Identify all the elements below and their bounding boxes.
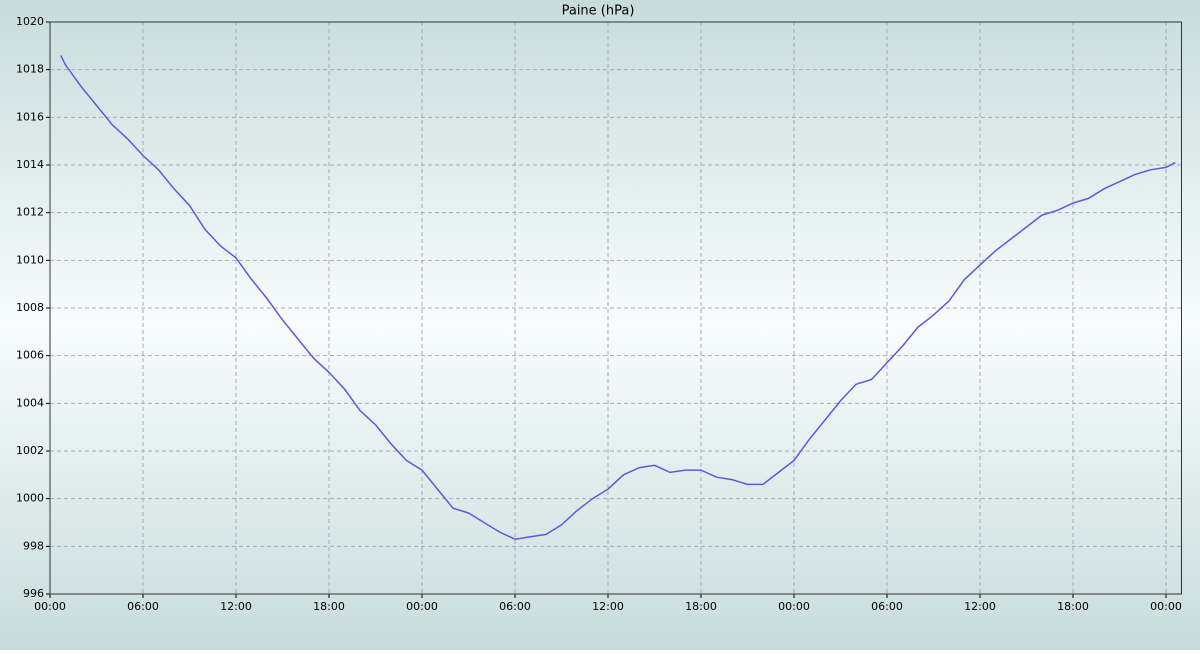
x-tick-label: 00:00: [34, 600, 66, 613]
y-tick-label: 1018: [16, 63, 44, 76]
data-line: [60, 55, 1176, 540]
x-tick-label: 18:00: [685, 600, 717, 613]
y-tick-label: 1012: [16, 206, 44, 219]
y-tick-label: 1016: [16, 110, 44, 123]
x-tick-label: 00:00: [406, 600, 438, 613]
x-tick-label: 00:00: [1150, 600, 1182, 613]
y-tick-label: 1006: [16, 349, 44, 362]
x-tick-label: 00:00: [778, 600, 810, 613]
y-tick-label: 1004: [16, 396, 44, 409]
x-tick-label: 18:00: [313, 600, 345, 613]
y-tick-label: 1020: [16, 15, 44, 28]
plot-frame: [49, 21, 1182, 595]
x-tick-label: 06:00: [499, 600, 531, 613]
y-tick-label: 1002: [16, 444, 44, 457]
y-tick-label: 996: [23, 587, 44, 600]
y-tick-label: 1014: [16, 158, 44, 171]
y-tick-label: 1000: [16, 492, 44, 505]
x-tick-label: 18:00: [1057, 600, 1089, 613]
x-tick-label: 12:00: [964, 600, 996, 613]
x-tick-label: 12:00: [220, 600, 252, 613]
y-tick-label: 998: [23, 539, 44, 552]
y-tick-label: 1010: [16, 253, 44, 266]
chart-title: Paine (hPa): [562, 4, 635, 19]
x-tick-label: 12:00: [592, 600, 624, 613]
x-tick-label: 06:00: [871, 600, 903, 613]
y-tick-label: 1008: [16, 301, 44, 314]
x-tick-label: 06:00: [127, 600, 159, 613]
